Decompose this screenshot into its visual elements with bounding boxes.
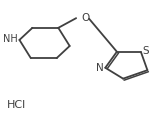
Text: N: N <box>96 63 104 73</box>
Text: O: O <box>81 13 89 23</box>
Text: NH: NH <box>3 34 18 44</box>
Text: HCl: HCl <box>7 100 26 110</box>
Text: S: S <box>143 46 149 56</box>
